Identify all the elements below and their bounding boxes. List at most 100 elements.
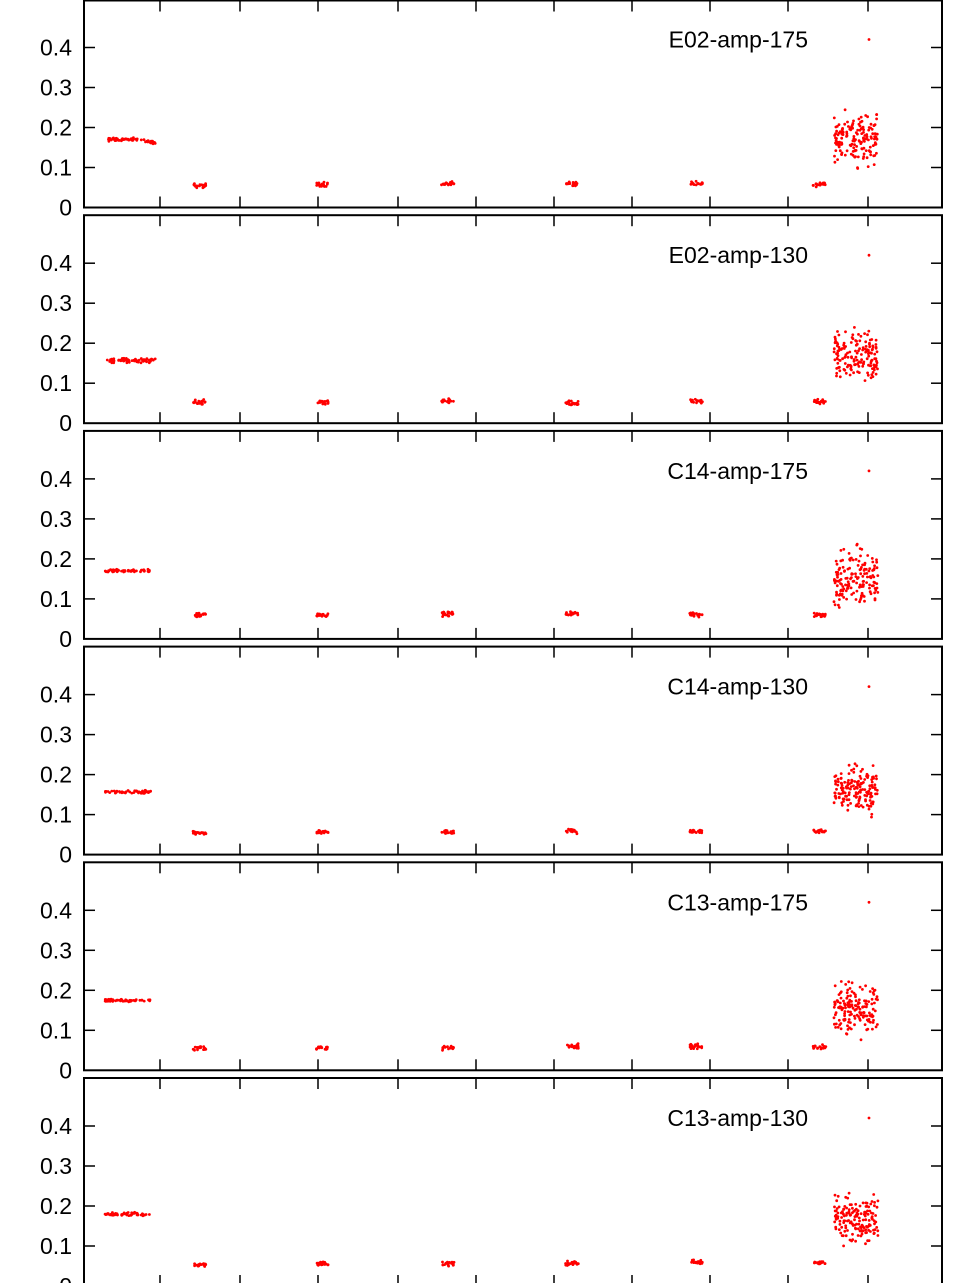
- data-point: [867, 128, 871, 132]
- data-point: [844, 1234, 848, 1238]
- data-point: [866, 1239, 869, 1243]
- data-point: [869, 153, 873, 157]
- data-point: [866, 371, 869, 375]
- data-point: [452, 1263, 455, 1267]
- data-point: [570, 1260, 574, 1264]
- data-point: [838, 369, 842, 373]
- data-point: [872, 993, 876, 996]
- data-point: [866, 1209, 869, 1213]
- data-point: [858, 774, 862, 778]
- data-point: [321, 402, 325, 406]
- data-point: [858, 1007, 862, 1011]
- data-point: [865, 1014, 869, 1018]
- data-point: [843, 368, 847, 372]
- data-point: [819, 615, 823, 619]
- data-point: [859, 334, 863, 338]
- data-point: [143, 791, 146, 795]
- data-point: [858, 1219, 861, 1223]
- data-point: [142, 1213, 145, 1216]
- data-point: [132, 1212, 136, 1215]
- data-point: [868, 1209, 872, 1213]
- data-point: [838, 1223, 842, 1226]
- data-point: [833, 581, 837, 585]
- data-point: [860, 132, 864, 136]
- data-point: [875, 582, 879, 585]
- data-point: [866, 115, 869, 119]
- y-tick-label: 0: [59, 1273, 72, 1283]
- legend-marker: [867, 900, 871, 904]
- data-point: [142, 358, 146, 362]
- data-point: [835, 573, 839, 577]
- data-point: [858, 124, 862, 128]
- data-point: [850, 1003, 854, 1007]
- data-point: [845, 1032, 848, 1035]
- data-point: [115, 790, 119, 793]
- data-point: [835, 592, 839, 596]
- data-point: [841, 558, 844, 562]
- data-point: [872, 368, 876, 372]
- series-cluster-7: [812, 397, 827, 406]
- data-point: [865, 156, 869, 160]
- data-point: [850, 368, 853, 372]
- data-point: [861, 988, 864, 991]
- data-point: [852, 991, 856, 995]
- data-point: [858, 547, 862, 550]
- data-point: [858, 1204, 862, 1208]
- data-point: [847, 552, 851, 555]
- data-point: [868, 583, 871, 587]
- data-point: [841, 791, 845, 795]
- data-point: [865, 774, 868, 778]
- data-point: [858, 585, 861, 589]
- data-point: [840, 782, 844, 785]
- data-point: [873, 1201, 876, 1204]
- data-point: [871, 347, 874, 351]
- data-point: [813, 830, 817, 833]
- data-point: [848, 566, 851, 570]
- y-tick-label: 0.2: [40, 330, 72, 356]
- data-point: [565, 611, 568, 614]
- y-tick-label: 0: [59, 1057, 72, 1083]
- data-point: [844, 583, 847, 587]
- data-point: [833, 154, 836, 158]
- data-point: [876, 1199, 880, 1203]
- data-point: [441, 1260, 444, 1264]
- y-tick-label: 0.3: [40, 937, 72, 963]
- data-point: [858, 339, 862, 343]
- legend-label: C14-amp-130: [667, 674, 808, 700]
- data-point: [863, 561, 867, 565]
- data-point: [849, 994, 852, 998]
- legend-label: C14-amp-175: [667, 458, 808, 484]
- data-point: [197, 401, 201, 404]
- data-point: [840, 582, 843, 586]
- data-point: [449, 1046, 452, 1050]
- data-point: [875, 350, 879, 354]
- data-point: [104, 790, 107, 793]
- data-point: [848, 1213, 852, 1217]
- data-point: [443, 829, 447, 833]
- data-point: [817, 830, 821, 833]
- data-point: [857, 365, 861, 368]
- data-point: [837, 145, 841, 149]
- data-point: [858, 1017, 861, 1020]
- data-point: [840, 784, 844, 787]
- data-point: [842, 1019, 846, 1022]
- data-point: [857, 1222, 861, 1226]
- data-point: [127, 569, 131, 573]
- data-point: [842, 999, 845, 1003]
- data-point: [859, 1038, 863, 1042]
- series-cluster-7: [811, 1043, 828, 1051]
- data-point: [873, 598, 877, 602]
- data-point: [813, 1261, 816, 1265]
- data-point: [193, 399, 197, 403]
- data-point: [869, 122, 873, 126]
- data-point: [865, 135, 869, 139]
- data-point: [843, 153, 847, 157]
- data-point: [318, 399, 322, 403]
- data-point: [317, 829, 321, 832]
- data-point: [872, 1018, 875, 1022]
- data-point: [860, 1232, 864, 1236]
- series-cluster-1: [104, 788, 153, 795]
- data-point: [139, 357, 143, 360]
- data-point: [871, 132, 875, 136]
- data-point: [125, 361, 129, 365]
